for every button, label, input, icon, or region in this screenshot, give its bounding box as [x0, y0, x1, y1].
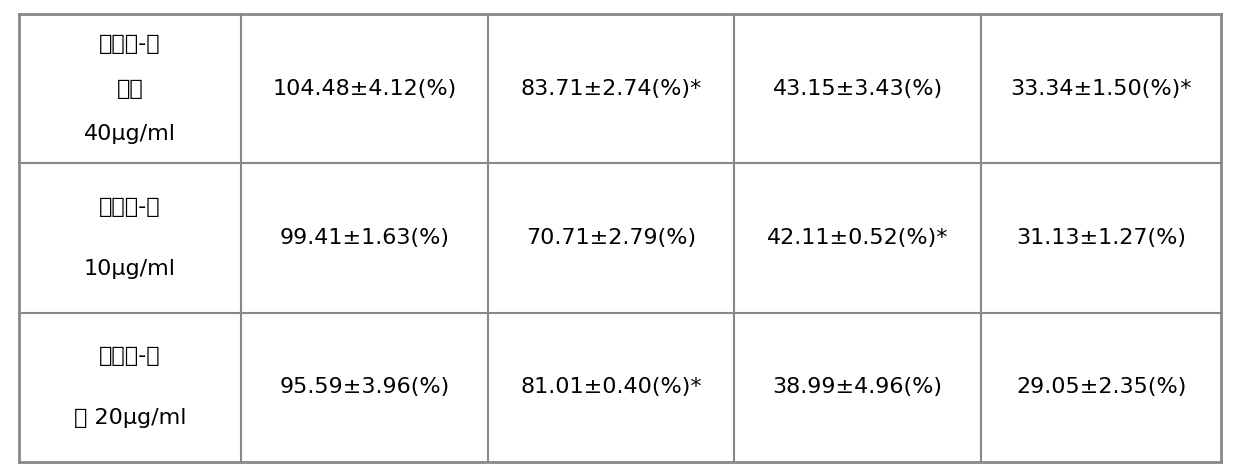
Text: 104.48±4.12(%): 104.48±4.12(%) — [273, 79, 456, 99]
Text: 42.11±0.52(%)*: 42.11±0.52(%)* — [766, 228, 949, 248]
Text: 10μg/ml: 10μg/ml — [84, 259, 176, 279]
Text: 大蝉花-正: 大蝉花-正 — [99, 34, 161, 54]
Text: 33.34±1.50(%)*: 33.34±1.50(%)* — [1011, 79, 1192, 99]
Text: 小蝉花-水: 小蝉花-水 — [99, 197, 161, 217]
Text: 83.71±2.74(%)*: 83.71±2.74(%)* — [521, 79, 702, 99]
Text: 43.15±3.43(%): 43.15±3.43(%) — [773, 79, 942, 99]
Text: 81.01±0.40(%)*: 81.01±0.40(%)* — [520, 377, 702, 397]
Text: 38.99±4.96(%): 38.99±4.96(%) — [773, 377, 942, 397]
Text: 29.05±2.35(%): 29.05±2.35(%) — [1016, 377, 1187, 397]
Text: 醇 20μg/ml: 醇 20μg/ml — [73, 408, 186, 428]
Text: 40μg/ml: 40μg/ml — [84, 124, 176, 144]
Text: 70.71±2.79(%): 70.71±2.79(%) — [526, 228, 696, 248]
Text: 31.13±1.27(%): 31.13±1.27(%) — [1016, 228, 1187, 248]
Text: 小蝉花-乙: 小蝉花-乙 — [99, 346, 161, 366]
Text: 95.59±3.96(%): 95.59±3.96(%) — [279, 377, 450, 397]
Text: 99.41±1.63(%): 99.41±1.63(%) — [279, 228, 449, 248]
Text: 己烷: 己烷 — [117, 79, 144, 99]
